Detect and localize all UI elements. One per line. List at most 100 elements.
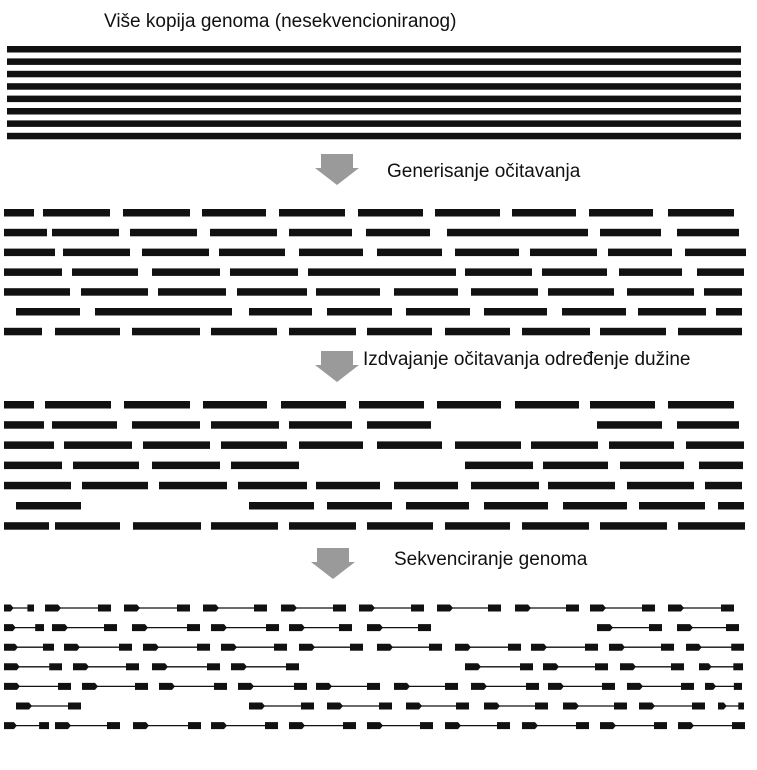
selected-read-bar xyxy=(543,461,608,470)
selected-read-bar xyxy=(4,401,34,409)
read-bar xyxy=(63,248,130,257)
read-bar xyxy=(299,248,363,257)
sequenced-read-end-block xyxy=(721,604,734,612)
selected-read-bar xyxy=(159,481,227,490)
read-bar xyxy=(237,288,307,296)
selected-read-bar xyxy=(394,481,458,490)
sequenced-read-start-block xyxy=(515,604,531,612)
sequenced-read-start-block xyxy=(133,722,149,730)
sequenced-read-start-block xyxy=(4,722,17,730)
selected-read-bar xyxy=(4,441,54,449)
sequenced-read-end-block xyxy=(35,624,44,632)
title-label: Više kopija genoma (nesekvencioniranog) xyxy=(104,11,457,32)
selected-read-bar xyxy=(465,461,533,470)
selected-read-bar xyxy=(406,502,469,510)
read-bar xyxy=(367,327,432,336)
read-bar xyxy=(249,308,312,316)
selected-read-bar xyxy=(445,522,510,530)
genome-copy-bar xyxy=(7,132,741,140)
selected-read-bar xyxy=(531,441,598,449)
read-bar xyxy=(366,228,430,237)
read-bar xyxy=(562,308,626,316)
down-arrow-icon xyxy=(315,154,359,185)
sequenced-read-start-block xyxy=(609,643,625,651)
sequenced-read-start-block xyxy=(55,722,71,730)
selected-read-bar xyxy=(327,502,392,510)
read-bar xyxy=(522,327,590,336)
sequenced-read-end-block xyxy=(429,643,442,651)
read-bar xyxy=(685,248,746,257)
selected-read-bar xyxy=(718,502,744,510)
sequenced-read-end-block xyxy=(188,722,201,730)
selected-read-bar xyxy=(231,461,299,470)
sequenced-read-start-block xyxy=(471,682,487,690)
sequenced-read-start-block xyxy=(249,702,265,710)
sequenced-read-start-block xyxy=(64,643,80,651)
sequenced-read-end-block xyxy=(39,722,49,730)
read-bar xyxy=(142,248,209,257)
selected-read-bar xyxy=(132,421,200,429)
selected-read-bar xyxy=(627,481,694,490)
sequenced-read-start-block xyxy=(299,643,315,651)
selected-read-bar xyxy=(686,441,744,449)
sequenced-read-end-block xyxy=(286,663,299,671)
reads-selected xyxy=(4,401,745,530)
sequenced-read-end-block xyxy=(520,663,533,671)
sequenced-read-start-block xyxy=(367,624,383,632)
read-bar xyxy=(484,308,547,316)
selected-read-bar xyxy=(515,401,579,409)
selected-read-bar xyxy=(289,421,352,429)
sequenced-read-end-block xyxy=(339,624,352,632)
read-bar xyxy=(210,228,277,237)
sequenced-read-start-block xyxy=(620,663,636,671)
sequenced-read-start-block xyxy=(377,643,393,651)
read-bar xyxy=(289,228,352,237)
sequenced-read-start-block xyxy=(221,643,237,651)
sequenced-read-start-block xyxy=(45,604,61,612)
sequenced-read-start-block xyxy=(152,663,168,671)
selected-read-bar xyxy=(367,421,431,429)
selected-read-bar xyxy=(563,502,627,510)
sequenced-read-start-block xyxy=(543,663,559,671)
selected-read-bar xyxy=(600,522,667,530)
sequenced-read-end-block xyxy=(508,643,521,651)
read-bar xyxy=(327,308,392,316)
genome-copy-bar xyxy=(7,58,741,65)
sequenced-read-start-block xyxy=(327,702,343,710)
sequenced-read-end-block xyxy=(187,624,200,632)
sequenced-read-end-block xyxy=(726,624,739,632)
sequenced-read-end-block xyxy=(535,702,548,710)
selected-read-bar xyxy=(597,421,662,429)
selected-read-bar xyxy=(124,401,190,409)
sequenced-read-start-block xyxy=(289,624,305,632)
sequenced-read-start-block xyxy=(677,624,693,632)
sequenced-read-start-block xyxy=(159,682,175,690)
genome-copy-bar xyxy=(7,83,741,90)
genome-copies xyxy=(7,46,741,140)
sequenced-read-end-block xyxy=(411,604,424,612)
sequenced-read-start-block xyxy=(590,604,606,612)
read-bar xyxy=(638,308,706,316)
selected-read-bar xyxy=(133,522,201,530)
step-select-reads-label: Izdvajanje očitavanja određenje dužine xyxy=(363,349,691,370)
read-bar xyxy=(123,209,190,217)
sequenced-read-start-block xyxy=(281,604,297,612)
read-bar xyxy=(435,209,500,217)
read-bar xyxy=(152,268,220,276)
selected-read-bar xyxy=(221,441,287,449)
selected-read-bar xyxy=(211,421,279,429)
selected-read-bar xyxy=(699,461,743,470)
read-bar xyxy=(52,228,119,237)
sequenced-read-start-block xyxy=(359,604,375,612)
selected-read-bar xyxy=(677,421,739,429)
read-bar xyxy=(55,327,120,336)
step-sequence-genome-label: Sekvenciranje genoma xyxy=(394,549,588,570)
sequenced-read-start-block xyxy=(82,682,98,690)
sequenced-read-start-block xyxy=(718,702,727,710)
read-bar xyxy=(4,268,62,276)
read-bar xyxy=(211,327,277,336)
sequenced-read-start-block xyxy=(455,643,471,651)
read-bar xyxy=(627,288,694,296)
selected-read-bar xyxy=(590,401,655,409)
read-bar xyxy=(4,209,34,217)
